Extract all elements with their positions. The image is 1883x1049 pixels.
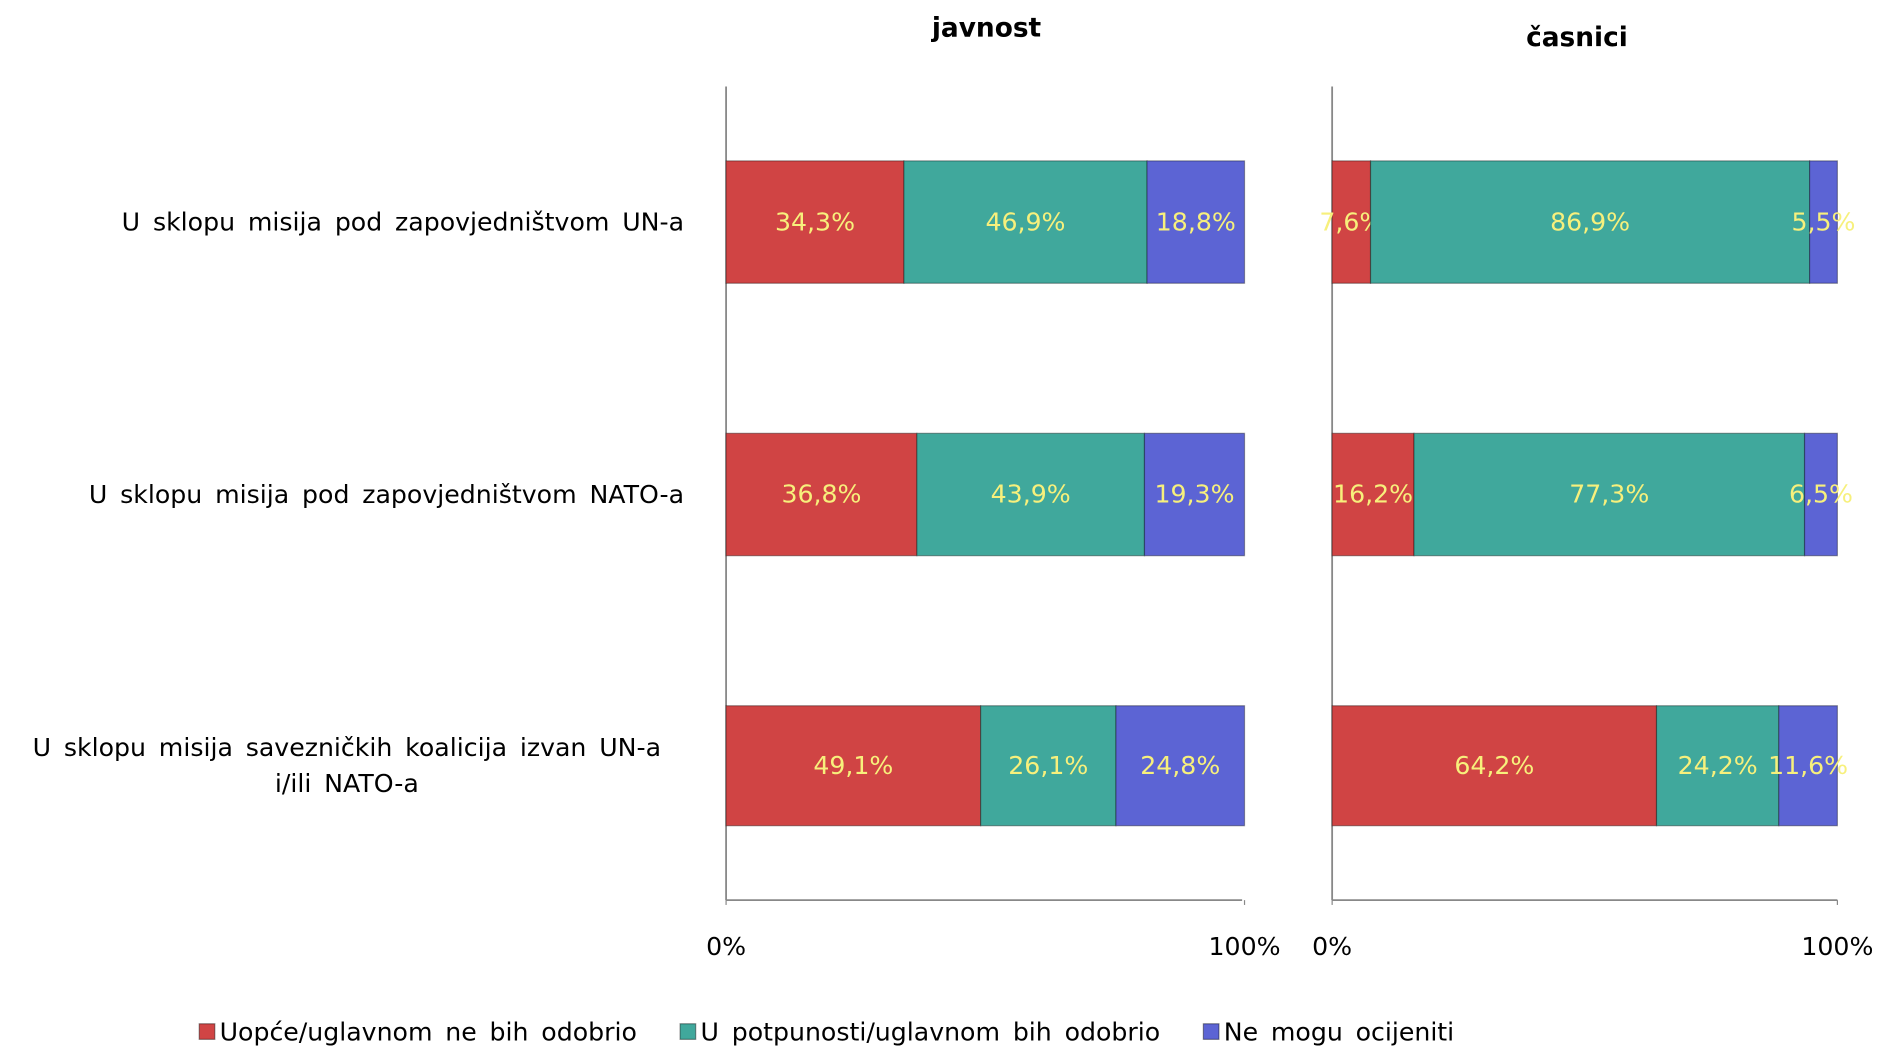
value-label: 34,3% bbox=[775, 207, 855, 236]
bar-segment bbox=[1655, 705, 1780, 827]
category-label-row: U sklopu misija pod zapovjedništvom NATO… bbox=[0, 440, 684, 548]
value-label: 5,5% bbox=[1792, 207, 1856, 236]
bar-segment bbox=[1143, 432, 1246, 557]
value-label: 36,8% bbox=[781, 480, 861, 509]
chart-title: javnost bbox=[931, 12, 1042, 43]
category-label: U sklopu misija savezničkih koalicija iz… bbox=[32, 733, 662, 799]
bar-segment bbox=[1146, 160, 1246, 284]
category-label-row: U sklopu misija savezničkih koalicija iz… bbox=[0, 712, 684, 820]
value-label: 18,8% bbox=[1156, 207, 1236, 236]
bar-segment bbox=[903, 160, 1148, 284]
bar-segment bbox=[1331, 705, 1658, 827]
category-label: U sklopu misija pod zapovjedništvom NATO… bbox=[88, 480, 685, 509]
bar-segment bbox=[1778, 705, 1838, 827]
legend-label: U potpunosti/uglavnom bih odobrio bbox=[700, 1017, 1160, 1046]
value-label: 6,5% bbox=[1789, 480, 1853, 509]
category-label-row: U sklopu misija pod zapovjedništvom UN-a bbox=[0, 168, 684, 276]
bar-segment bbox=[1115, 705, 1246, 827]
category-label: U sklopu misija pod zapovjedništvom UN-a bbox=[121, 207, 685, 237]
value-label: 24,2% bbox=[1678, 751, 1758, 780]
value-label: 16,2% bbox=[1333, 480, 1413, 509]
bar-segment bbox=[1331, 432, 1415, 557]
value-label: 86,9% bbox=[1550, 207, 1630, 236]
category-label-box: U sklopu misija savezničkih koalicija iz… bbox=[0, 712, 684, 820]
bar-segment bbox=[1803, 432, 1838, 557]
bar-segment bbox=[916, 432, 1146, 557]
legend-swatch bbox=[1202, 1023, 1220, 1040]
value-label: 64,2% bbox=[1454, 751, 1534, 780]
value-label: 24,8% bbox=[1140, 751, 1220, 780]
x-tick-label: 0% bbox=[706, 932, 746, 961]
x-tick-label: 100% bbox=[1209, 932, 1281, 961]
bar-segment bbox=[1809, 160, 1838, 284]
x-tick-label: 100% bbox=[1801, 932, 1873, 961]
legend-swatch bbox=[198, 1023, 216, 1040]
bar-segment bbox=[725, 705, 982, 827]
category-label-box: U sklopu misija pod zapovjedništvom NATO… bbox=[0, 440, 684, 548]
value-label: 49,1% bbox=[813, 751, 893, 780]
category-label-box: U sklopu misija pod zapovjedništvom UN-a bbox=[0, 168, 684, 276]
value-label: 46,9% bbox=[985, 207, 1065, 236]
legend-label: Uopće/uglavnom ne bih odobrio bbox=[220, 1017, 637, 1046]
legend-swatch bbox=[679, 1023, 697, 1040]
value-label: 11,6% bbox=[1768, 751, 1848, 780]
bar-segment bbox=[725, 432, 918, 557]
value-label: 26,1% bbox=[1008, 751, 1088, 780]
x-tick-label: 0% bbox=[1312, 932, 1352, 961]
value-label: 43,9% bbox=[991, 480, 1071, 509]
bar-segment bbox=[1369, 160, 1811, 284]
value-label: 77,3% bbox=[1569, 480, 1649, 509]
bar-segment bbox=[725, 160, 905, 284]
chart-title: časnici bbox=[1526, 22, 1628, 53]
bar-segment bbox=[1413, 432, 1806, 557]
value-label: 19,3% bbox=[1154, 480, 1234, 509]
legend-label: Ne mogu ocijeniti bbox=[1224, 1017, 1454, 1046]
